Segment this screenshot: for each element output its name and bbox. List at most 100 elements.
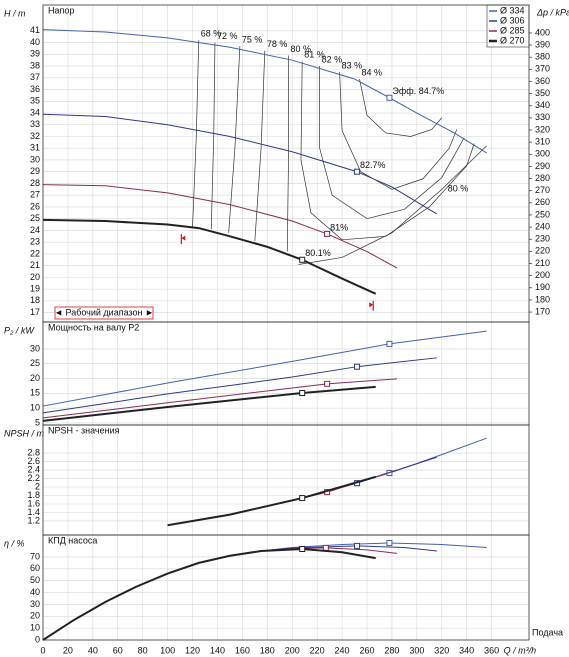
x-tick-label: 60	[113, 645, 123, 655]
iso-efficiency-label: 72 %	[217, 31, 238, 41]
iso-efficiency-label: 80 %	[290, 44, 311, 54]
y-tick-label: 31	[30, 143, 40, 153]
iso-efficiency-label: 84 %	[362, 67, 383, 77]
x-tick-label: 280	[384, 645, 399, 655]
y-axis-label: η / %	[4, 538, 25, 548]
legend-label: Ø 270	[500, 35, 525, 45]
y2-tick-label: 290	[535, 161, 550, 171]
bep-label: Эфф. 84.7%	[392, 86, 444, 96]
x-tick-label: 100	[160, 645, 175, 655]
curve	[42, 29, 487, 154]
x-tick-label: 320	[434, 645, 449, 655]
y-tick-label: 34	[30, 107, 40, 117]
curve	[42, 547, 397, 641]
y2-tick-label: 200	[535, 270, 550, 280]
y-tick-label: 2.4	[27, 464, 40, 474]
y-tick-label: 2.8	[27, 447, 40, 457]
panel-frame	[42, 4, 530, 323]
y-tick-label: 25	[30, 213, 40, 223]
iso-efficiency-line	[192, 40, 200, 227]
range-arrow	[181, 235, 186, 241]
bep-marker	[354, 542, 361, 549]
y2-tick-label: 190	[535, 282, 550, 292]
y-tick-label: 30	[30, 343, 40, 353]
x-tick-label: 260	[359, 645, 374, 655]
x-tick-label: 140	[210, 645, 225, 655]
y2-tick-label: 180	[535, 294, 550, 304]
y-tick-label: 36	[30, 84, 40, 94]
y-tick-label: 1.2	[27, 515, 40, 525]
curve	[167, 437, 487, 526]
curve	[42, 184, 398, 269]
y2-tick-label: 310	[535, 137, 550, 147]
y-tick-label: 38	[30, 60, 40, 70]
iso-efficiency-line	[298, 145, 487, 265]
iso-efficiency-label: 78 %	[267, 39, 288, 49]
iso-efficiency-line	[286, 55, 289, 252]
y-tick-label: 2	[35, 481, 40, 491]
panel-frame	[42, 534, 530, 641]
y2-axis-label: Δp / kPa	[536, 7, 569, 17]
x-tick-label: 240	[335, 645, 350, 655]
y2-tick-label: 230	[535, 234, 550, 244]
panel-title: Мощность на валу P2	[48, 322, 139, 332]
bep-marker	[299, 546, 306, 552]
y-tick-label: 41	[30, 25, 40, 35]
iso-efficiency-label: 75 %	[242, 34, 263, 44]
iso-efficiency-label: 80 %	[448, 184, 469, 194]
x-tick-label: 340	[459, 645, 474, 655]
y-tick-label: 20	[30, 373, 40, 383]
y-tick-label: 39	[30, 49, 40, 59]
x-tick-label: 360	[484, 645, 499, 655]
y-tick-label: 2.2	[27, 473, 40, 483]
x-axis-sublabel: Подача	[532, 627, 563, 637]
y-tick-label: 33	[30, 119, 40, 129]
y2-tick-label: 390	[535, 39, 550, 49]
y-tick-label: 50	[30, 575, 40, 585]
x-tick-label: 40	[88, 645, 98, 655]
y-tick-label: 30	[30, 154, 40, 164]
y-tick-label: 26	[30, 201, 40, 211]
x-tick-label: 220	[310, 645, 325, 655]
iso-efficiency-line	[254, 50, 266, 242]
curve	[167, 456, 437, 526]
y-tick-label: 30	[30, 599, 40, 609]
y-tick-label: 32	[30, 131, 40, 141]
legend-label: Ø 334	[500, 5, 525, 15]
y2-tick-label: 240	[535, 221, 550, 231]
x-tick-label: 0	[40, 645, 45, 655]
panel-title: NPSH - значения	[48, 425, 120, 435]
y-tick-label: 35	[30, 96, 40, 106]
curve	[42, 542, 487, 641]
y-tick-label: 20	[30, 611, 40, 621]
bep-marker	[324, 380, 331, 387]
y-tick-label: 18	[30, 295, 40, 305]
legend-label: Ø 306	[500, 15, 525, 25]
y2-tick-label: 300	[535, 149, 550, 159]
y-tick-label: 29	[30, 166, 40, 176]
iso-efficiency-line	[300, 61, 475, 241]
x-tick-label: 80	[138, 645, 148, 655]
bep-marker	[299, 256, 306, 263]
y-tick-label: 70	[30, 551, 40, 561]
iso-efficiency-label: 83 %	[342, 60, 363, 70]
y2-tick-label: 220	[535, 246, 550, 256]
y-tick-label: 0	[35, 634, 40, 644]
y2-tick-label: 320	[535, 124, 550, 134]
curve	[42, 113, 438, 215]
y-tick-label: 10	[30, 403, 40, 413]
y-tick-label: 5	[35, 417, 40, 427]
y-axis-label: P₂ / kW	[4, 325, 35, 335]
y2-tick-label: 400	[535, 27, 550, 37]
y-axis-label: H / m	[4, 8, 26, 18]
y-tick-label: 1.4	[27, 507, 40, 517]
y-tick-label: 24	[30, 225, 40, 235]
curve	[42, 385, 376, 422]
panel-frame	[42, 424, 530, 536]
y2-tick-label: 270	[535, 185, 550, 195]
x-tick-label: 300	[409, 645, 424, 655]
bep-marker	[354, 168, 361, 175]
range-arrow	[369, 302, 374, 308]
iso-efficiency-line	[359, 78, 443, 137]
y-tick-label: 1.6	[27, 498, 40, 508]
